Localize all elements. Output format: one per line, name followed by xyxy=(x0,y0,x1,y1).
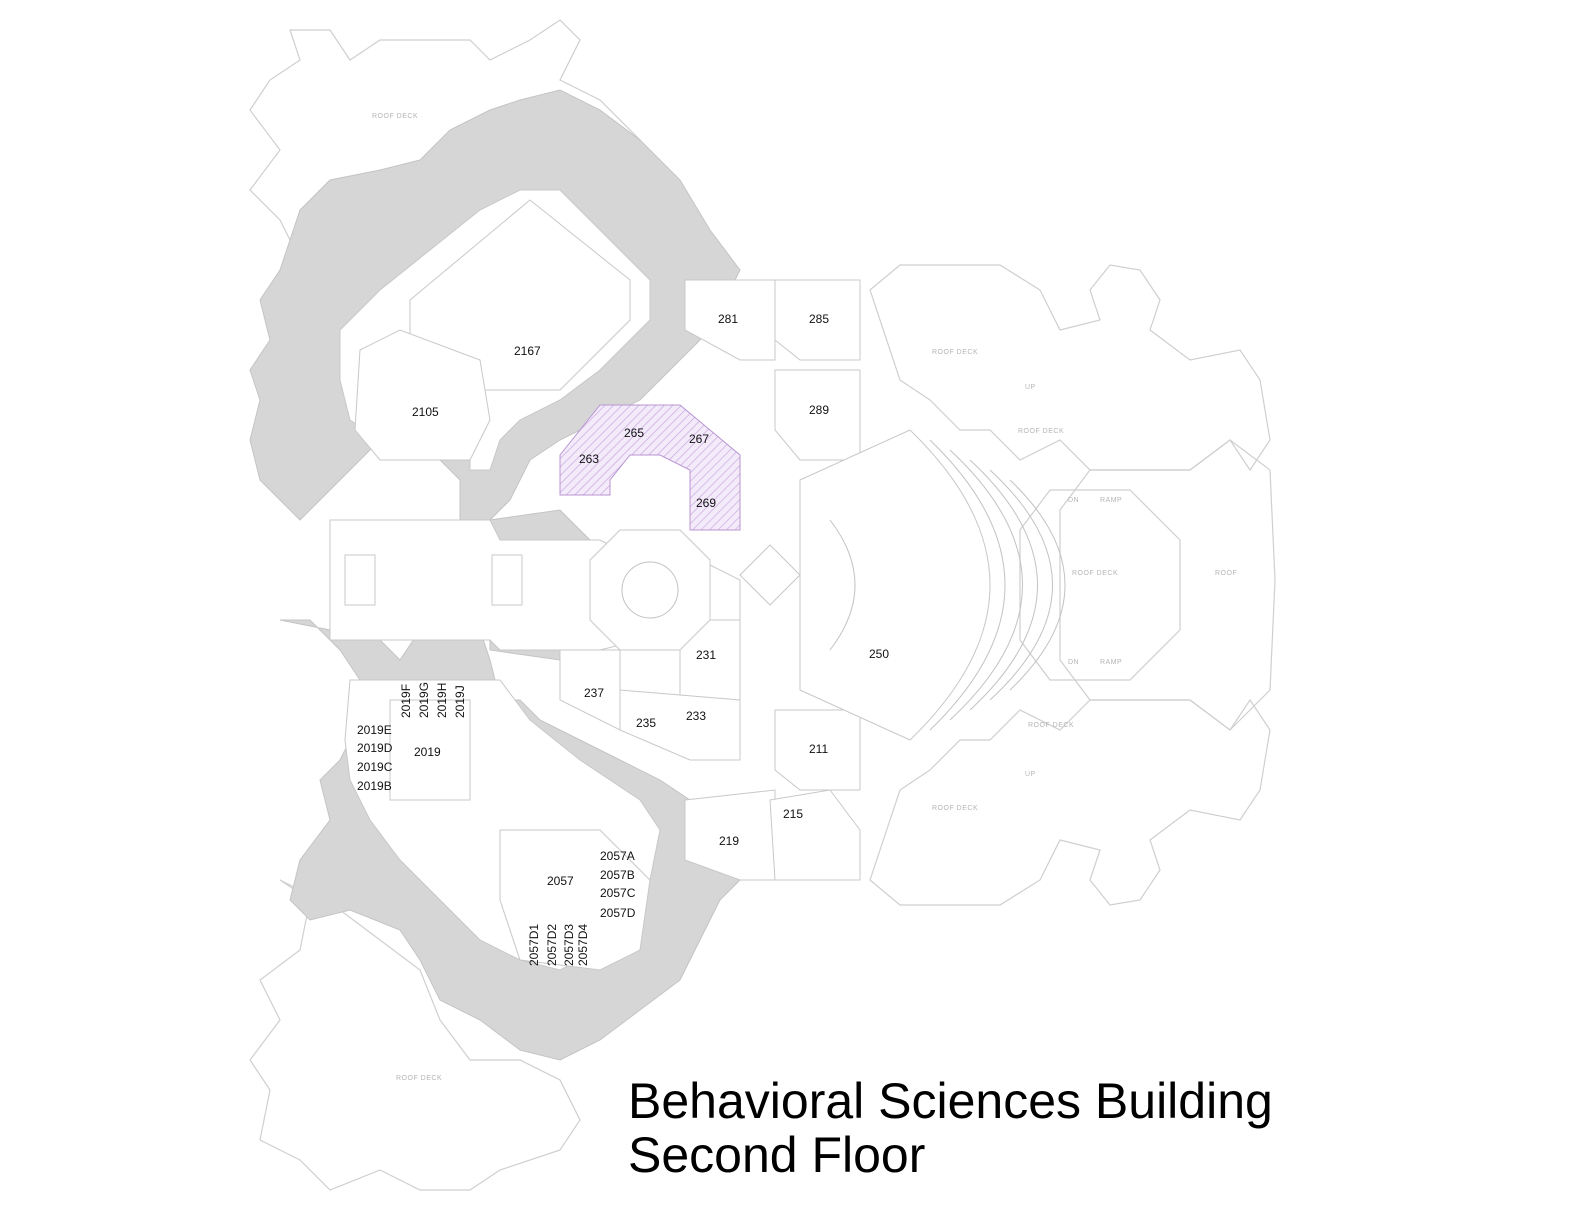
room-211-label: 211 xyxy=(809,742,828,756)
annotations: ROOF DECK ROOF DECK ROOF DECK ROOF DECK … xyxy=(372,113,1237,1082)
room-267-label: 267 xyxy=(689,432,709,446)
dn-label: DN xyxy=(1068,497,1079,504)
room-2057D4-label: 2057D4 xyxy=(576,924,590,966)
roof-deck-mid xyxy=(1019,489,1181,681)
seat-row-1 xyxy=(929,439,1006,731)
room-219-label: 219 xyxy=(719,834,739,848)
room-2057D2-label: 2057D2 xyxy=(545,924,559,966)
room-237-label: 237 xyxy=(584,686,604,700)
room-231-label: 231 xyxy=(696,648,716,662)
up-label: UP xyxy=(1025,771,1036,778)
room-labels: 2167 2105 281 285 289 265 267 263 269 25… xyxy=(357,312,889,966)
roof-deck-label: ROOF DECK xyxy=(396,1075,442,1082)
room-2057C-label: 2057C xyxy=(600,886,636,900)
room-2057D1-label: 2057D1 xyxy=(527,924,541,966)
roof-deck-east-lower xyxy=(869,698,1271,906)
room-2019-shape xyxy=(389,699,471,801)
room-233-235-shape xyxy=(619,689,741,761)
room-289-label: 289 xyxy=(809,403,829,417)
up-label: UP xyxy=(1025,384,1036,391)
seat-row-3 xyxy=(969,459,1038,711)
room-2019E-label: 2019E xyxy=(357,723,392,737)
room-219-shape xyxy=(684,789,776,881)
room-289-shape xyxy=(774,369,861,461)
central-stair-ring xyxy=(621,561,679,619)
room-265-label: 265 xyxy=(624,426,644,440)
roof-deck-label: ROOF DECK xyxy=(1072,570,1118,577)
room-233-label: 233 xyxy=(686,709,706,723)
room-2167-label: 2167 xyxy=(514,344,541,358)
stage-diamond xyxy=(739,544,801,606)
map-title-line-1: Behavioral Sciences Building xyxy=(628,1073,1273,1129)
room-2019C-label: 2019C xyxy=(357,760,393,774)
ramp-label: RAMP xyxy=(1100,497,1122,504)
roof-deck-label: ROOF DECK xyxy=(1018,428,1064,435)
ramp-label: RAMP xyxy=(1100,659,1122,666)
room-2057A-label: 2057A xyxy=(600,849,635,863)
room-2019-label: 2019 xyxy=(414,745,441,759)
auditorium-outline xyxy=(799,429,991,741)
room-2019J-label: 2019J xyxy=(453,685,467,718)
room-highlight-263-269 xyxy=(559,404,741,531)
room-263-label: 263 xyxy=(579,452,599,466)
roof-deck-label: ROOF DECK xyxy=(372,113,418,120)
map-title-line-2: Second Floor xyxy=(628,1127,926,1183)
room-235-label: 235 xyxy=(636,716,656,730)
rooms xyxy=(344,199,861,971)
dn-label: DN xyxy=(1068,659,1079,666)
roof-deck-east-upper xyxy=(869,264,1271,472)
room-250-label: 250 xyxy=(869,647,889,661)
room-2105-label: 2105 xyxy=(412,405,439,419)
room-2057B-label: 2057B xyxy=(600,868,635,882)
room-2019H-label: 2019H xyxy=(435,683,449,718)
seat-row-4 xyxy=(989,469,1053,701)
roof-deck-label: ROOF DECK xyxy=(932,805,978,812)
roof-label: ROOF xyxy=(1215,570,1237,577)
room-2057D-label: 2057D xyxy=(600,906,636,920)
room-215-shape xyxy=(769,789,861,881)
roof-deck-label: ROOF DECK xyxy=(1028,722,1074,729)
room-215-label: 215 xyxy=(783,807,803,821)
auditorium-250 xyxy=(739,429,1066,741)
roof-deck-south xyxy=(249,879,581,1191)
room-2057-shape xyxy=(499,829,651,971)
room-285-shape xyxy=(774,279,861,361)
roof-deck-outlines xyxy=(249,19,1276,1191)
room-2019D-label: 2019D xyxy=(357,741,393,755)
room-281-label: 281 xyxy=(718,312,738,326)
room-2019B-label: 2019B xyxy=(357,779,392,793)
roof-east xyxy=(1059,439,1276,731)
room-2019F-label: 2019F xyxy=(399,684,413,718)
elevator-east xyxy=(491,554,523,606)
room-281-shape xyxy=(684,279,776,361)
roof-deck-label: ROOF DECK xyxy=(932,349,978,356)
room-2019G-label: 2019G xyxy=(417,682,431,718)
seat-row-2 xyxy=(949,449,1023,721)
room-285-label: 285 xyxy=(809,312,829,326)
seat-row-5 xyxy=(1009,479,1066,691)
room-269-label: 269 xyxy=(696,496,716,510)
central-octagon xyxy=(589,529,711,651)
stage-edge xyxy=(829,519,856,651)
room-2057D3-label: 2057D3 xyxy=(562,924,576,966)
room-2105-shape xyxy=(354,329,491,461)
elevator-west xyxy=(344,554,376,606)
room-2057-label: 2057 xyxy=(547,874,574,888)
